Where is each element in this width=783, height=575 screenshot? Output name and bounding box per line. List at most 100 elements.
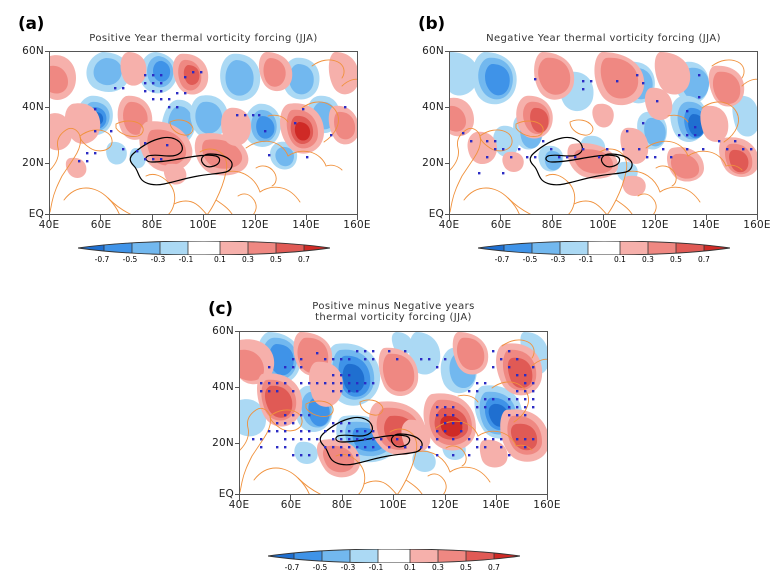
panel-b-xlabel-80E: 80E (541, 219, 563, 231)
panel-b-shading (450, 52, 757, 196)
panel-b-plateau-outline (529, 136, 633, 186)
panel-b-stipple (462, 74, 753, 175)
panel-a-xlabel-60E: 60E (90, 219, 112, 231)
panel-a-xtick-140E (306, 215, 308, 220)
panel-a-xtick-160E (357, 215, 359, 220)
panel-b-cbar-label-0.7: 0.7 (698, 255, 710, 264)
panel-c-ylabel-60N: 60N (212, 325, 234, 337)
panel-c-xtick-60E (290, 495, 292, 500)
panel-b-map-svg (450, 52, 757, 214)
panel-a-cbar-label--0.3: -0.3 (150, 255, 166, 264)
panel-c-cbar-label--0.1: -0.1 (368, 563, 384, 572)
panel-a-title-line1: Positive Year thermal vorticity forcing … (89, 33, 318, 44)
panel-b-xlabel-60E: 60E (490, 219, 512, 231)
panel-c-title-line2: thermal vorticity forcing (JJA) (315, 312, 472, 323)
panel-a-stipple (78, 71, 347, 163)
panel-b-cbar-label-0.1: 0.1 (614, 255, 626, 264)
panel-a-ylabel-60N: 60N (22, 45, 44, 57)
panel-a-xtick-40E (49, 215, 51, 220)
panel-a-xlabel-100E: 100E (189, 219, 217, 231)
panel-c-ytick-40N (235, 387, 240, 389)
panel-a-cbar-label--0.7: -0.7 (94, 255, 110, 264)
panel-c-ylabel-EQ: EQ (218, 488, 234, 500)
panel-a-cbar-label-0.3: 0.3 (242, 255, 254, 264)
panel-b-colorbar-segments (478, 241, 730, 255)
panel-b-ylabel-40N: 40N (422, 101, 444, 113)
panel-b-xtick-40E (449, 215, 451, 220)
panel-c-xtick-100E (393, 495, 395, 500)
panel-c-xlabel-100E: 100E (379, 499, 407, 511)
panel-b-cbar-label--0.7: -0.7 (494, 255, 510, 264)
panel-a-shading (50, 52, 357, 185)
panel-c-colorbar-svg (267, 548, 521, 564)
panel-c-colorbar (267, 548, 521, 564)
panel-b-cbar-label--0.3: -0.3 (550, 255, 566, 264)
panel-a-cbar-label--0.5: -0.5 (122, 255, 138, 264)
panel-c-ylabel-40N: 40N (212, 381, 234, 393)
panel-c-xtick-140E (496, 495, 498, 500)
panel-a-map-svg (50, 52, 357, 214)
panel-c-cbar-label-0.7: 0.7 (488, 563, 500, 572)
panel-c-stipple (252, 350, 535, 457)
panel-c-xlabel-80E: 80E (331, 499, 353, 511)
panel-b-ytick-40N (445, 107, 450, 109)
panel-c-title-line1: Positive minus Negative years (312, 301, 475, 312)
panel-b-tag: (b) (418, 14, 445, 34)
panel-b-title: Negative Year thermal vorticity forcing … (449, 33, 758, 44)
panel-b-ytick-EQ (445, 214, 450, 216)
panel-a-tag: (a) (18, 14, 45, 34)
panel-b-ylabel-EQ: EQ (428, 208, 444, 220)
panel-b-xtick-140E (706, 215, 708, 220)
panel-c-ytick-20N (235, 443, 240, 445)
panel-b-coastlines (450, 59, 757, 214)
panel-a-cbar-label--0.1: -0.1 (178, 255, 194, 264)
panel-c-xtick-40E (239, 495, 241, 500)
panel-b-xlabel-160E: 160E (743, 219, 771, 231)
panel-a-ylabel-EQ: EQ (28, 208, 44, 220)
panel-c-xtick-80E (342, 495, 344, 500)
panel-a-ylabel-20N: 20N (22, 157, 44, 169)
panel-c-cbar-label-0.3: 0.3 (432, 563, 444, 572)
panel-a-ytick-60N (45, 51, 50, 53)
panel-b-map (449, 51, 758, 215)
panel-b-colorbar (477, 240, 731, 256)
panel-c-colorbar-segments (268, 549, 520, 563)
panel-c-xlabel-40E: 40E (228, 499, 250, 511)
panel-a-map (49, 51, 358, 215)
panel-b-cbar-label--0.1: -0.1 (578, 255, 594, 264)
panel-b-ylabel-60N: 60N (422, 45, 444, 57)
panel-b-ytick-60N (445, 51, 450, 53)
panel-a-cbar-label-0.5: 0.5 (270, 255, 282, 264)
panel-c-map (239, 331, 548, 495)
panel-c-xtick-160E (547, 495, 549, 500)
panel-c-title: Positive minus Negative years thermal vo… (239, 301, 548, 323)
panel-a-colorbar-svg (77, 240, 331, 256)
panel-a-plateau-outline (129, 136, 233, 186)
panel-a-title: Positive Year thermal vorticity forcing … (49, 33, 358, 44)
panel-a-xlabel-120E: 120E (241, 219, 269, 231)
panel-c-coastlines (240, 339, 547, 494)
panel-a-xlabel-140E: 140E (292, 219, 320, 231)
panel-a-colorbar (77, 240, 331, 256)
panel-a-xtick-80E (152, 215, 154, 220)
panel-b-colorbar-svg (477, 240, 731, 256)
panel-a-xtick-120E (255, 215, 257, 220)
panel-b-ytick-20N (445, 163, 450, 165)
panel-a-xlabel-80E: 80E (141, 219, 163, 231)
panel-c-xlabel-140E: 140E (482, 499, 510, 511)
panel-c-cbar-label-0.5: 0.5 (460, 563, 472, 572)
panel-b-title-line1: Negative Year thermal vorticity forcing … (486, 33, 721, 44)
panel-c-tag: (c) (208, 299, 233, 319)
panel-b-xtick-60E (500, 215, 502, 220)
panel-a-xtick-60E (100, 215, 102, 220)
panel-c-cbar-label--0.5: -0.5 (312, 563, 328, 572)
panel-c-ytick-60N (235, 331, 240, 333)
panel-a-ytick-EQ (45, 214, 50, 216)
panel-a-xlabel-160E: 160E (343, 219, 371, 231)
panel-b-cbar-label--0.5: -0.5 (522, 255, 538, 264)
panel-c-map-svg (240, 332, 547, 494)
panel-a-ytick-20N (45, 163, 50, 165)
panel-b-xtick-80E (552, 215, 554, 220)
panel-b-xlabel-100E: 100E (589, 219, 617, 231)
panel-c-ytick-EQ (235, 494, 240, 496)
